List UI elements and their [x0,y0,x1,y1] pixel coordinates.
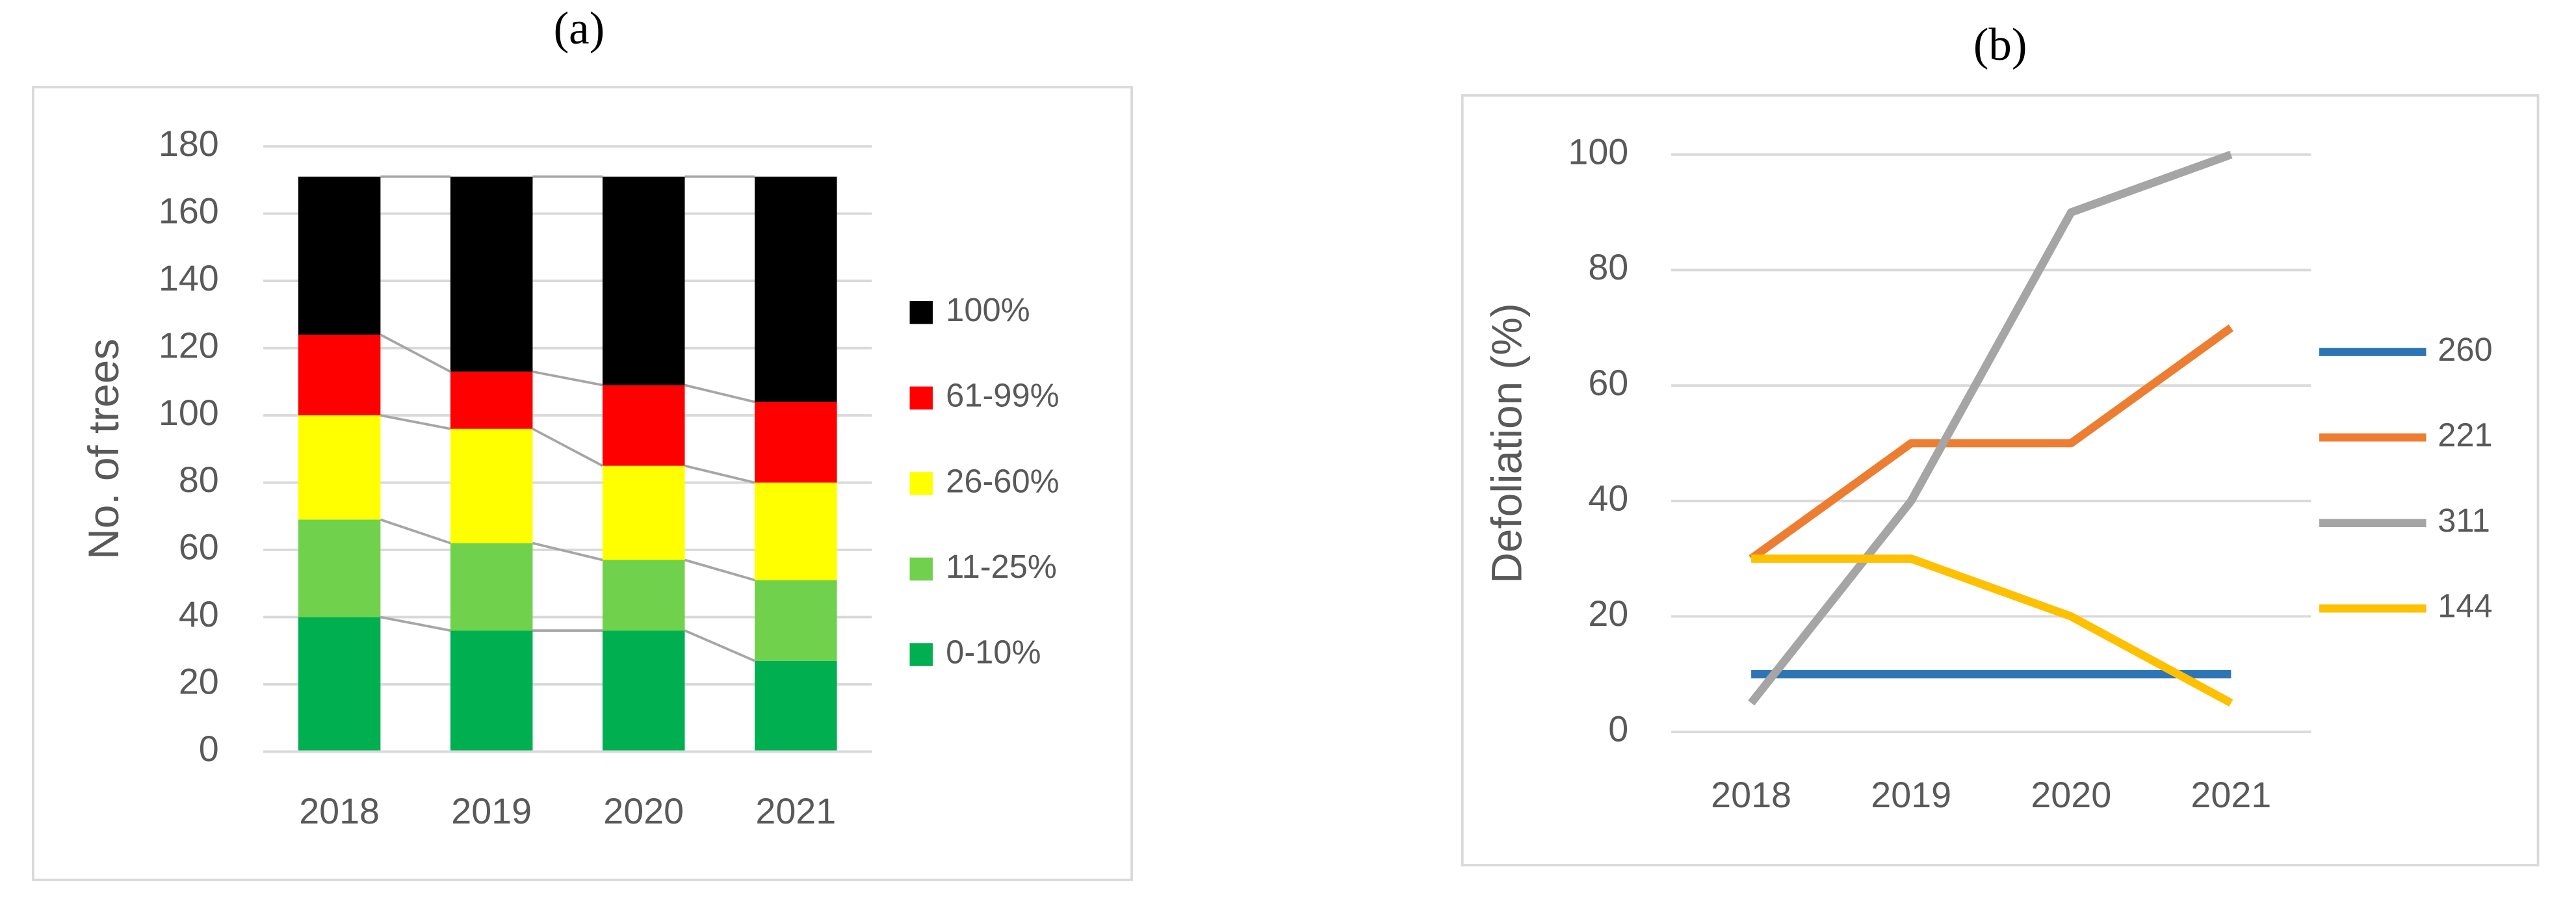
bar-segment [450,176,533,372]
y-tick-label: 20 [179,662,219,702]
y-tick-label: 140 [159,258,219,298]
chart-frame [31,86,1134,881]
series-line [684,629,755,662]
line-series [1748,150,2233,706]
legend-label: 260 [2438,331,2492,368]
chart-title: (a) [554,3,605,54]
legend-swatch [909,557,933,581]
bar-segment [602,465,685,560]
bar-segment [755,402,837,483]
y-axis-title: No. of trees [79,339,127,560]
bar-segment [450,371,533,429]
legend-label: 11-25% [946,548,1057,585]
bar-segment [298,334,381,416]
legend-label: 100% [946,291,1030,328]
bar-segment [298,176,381,335]
y-tick-label: 0 [1608,709,1628,749]
y-tick-label: 60 [1588,363,1628,403]
legend-label: 26-60% [946,462,1059,499]
bar-segment [755,660,837,752]
series-line [684,464,755,484]
y-tick-label: 0 [199,729,219,769]
series-line [684,383,755,404]
bar-segment [298,415,381,520]
bar-segment [450,428,533,543]
legend-label: 61-99% [946,377,1059,414]
legend-label: 144 [2438,588,2492,625]
line-series [1751,554,2233,707]
legend-swatch [909,472,933,495]
y-tick-label: 60 [179,527,219,567]
x-tick-label: 2019 [1871,775,1951,815]
y-tick-label: 80 [179,460,219,500]
legend-swatch [909,643,933,666]
x-tick-label: 2021 [755,791,836,831]
series-line [380,616,451,632]
y-axis-title: Defoliation (%) [1482,303,1530,583]
series-line [380,333,451,373]
legend-label: 311 [2438,502,2490,539]
bar-segment [755,482,837,580]
bar-segment [450,543,533,631]
y-tick-label: 80 [1588,247,1628,287]
bar-segment [755,176,837,402]
bar-segment [298,617,381,752]
y-tick-label: 100 [159,393,219,433]
bar-segment [450,630,533,752]
chart-title: (b) [1973,19,2027,70]
line-series [1749,324,2234,562]
y-tick-label: 180 [159,123,219,164]
series-line [380,414,451,430]
series-line [532,541,603,562]
bar-segment [602,560,685,631]
y-tick-label: 20 [1588,593,1628,634]
y-tick-label: 40 [1588,478,1628,518]
legend-label: 0-10% [946,633,1041,670]
y-tick-label: 100 [1568,132,1628,172]
series-line [380,518,451,545]
legend-swatch [909,386,933,410]
series-line [684,558,755,582]
y-tick-label: 40 [179,594,219,634]
y-tick-label: 120 [159,325,219,365]
x-tick-label: 2018 [299,791,380,831]
x-tick-label: 2019 [451,791,532,831]
x-tick-label: 2020 [603,791,684,831]
bar-segment [298,519,381,617]
legend-label: 221 [2438,416,2492,453]
y-tick-label: 160 [159,190,219,231]
bar-segment [755,580,837,661]
chart-frame [1461,94,2540,866]
series-line [532,428,603,467]
x-tick-label: 2018 [1711,775,1791,815]
x-tick-label: 2020 [2031,775,2111,815]
series-line [532,370,603,387]
x-tick-label: 2021 [2191,775,2271,815]
bar-segment [602,385,685,466]
bar-segment [602,176,685,385]
legend-swatch [909,301,933,324]
bar-segment [602,630,685,752]
